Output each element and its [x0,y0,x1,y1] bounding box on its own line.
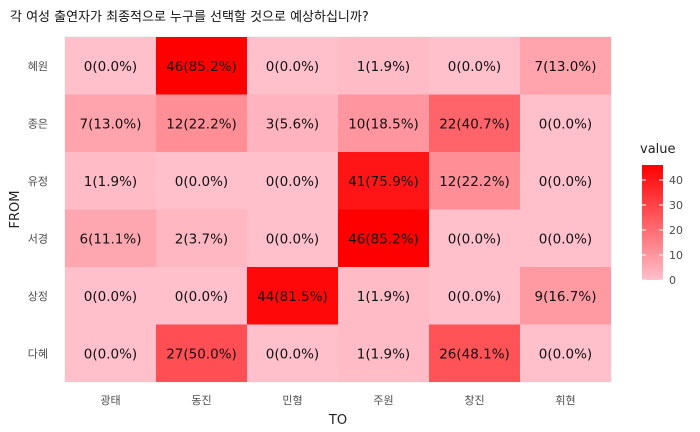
cell-label: 7(13.0%) [534,59,596,75]
cell-label: 0(0.0%) [266,174,319,190]
x-tick-label: 창진 [464,394,484,407]
cell-label: 0(0.0%) [84,346,137,362]
cell-label: 0(0.0%) [539,346,592,362]
cell-label: 12(22.2%) [166,116,237,132]
heatmap-cell [247,267,338,325]
heatmap-cell [156,209,247,267]
heatmap-cell [247,37,338,95]
cell-label: 0(0.0%) [84,289,137,305]
cell-label: 46(85.2%) [166,59,237,75]
heatmap-cell [520,209,611,267]
cell-label: 0(0.0%) [539,231,592,247]
y-tick-label: 다혜 [28,347,48,360]
heatmap-cell [65,37,156,95]
y-tick-label: 혜원 [28,60,48,73]
x-tick-label: 동진 [191,394,211,407]
heatmap-cell [520,94,611,152]
y-tick-label: 상정 [28,290,48,303]
heatmap-cell [520,324,611,382]
heatmap-cell [247,324,338,382]
x-tick-label: 민형 [282,394,302,407]
cell-label: 2(3.7%) [175,231,228,247]
cell-label: 9(16.7%) [534,289,596,305]
legend-tick-label: 20 [669,224,683,237]
heatmap-cell [156,94,247,152]
x-axis-title: TO [328,413,347,428]
legend-title: value [640,142,676,157]
heatmap-cell [65,152,156,210]
cell-label: 10(18.5%) [348,116,419,132]
cell-label: 1(1.9%) [357,289,410,305]
chart-title: 각 여성 출연자가 최종적으로 누구를 선택할 것으로 예상하십니까? [10,10,369,25]
cell-label: 41(75.9%) [348,174,419,190]
y-axis-title: FROM [8,191,23,229]
legend-tick-label: 30 [669,199,683,212]
heatmap-cell [429,152,520,210]
heatmap-cell [338,324,429,382]
x-tick-label: 광태 [100,394,120,407]
cell-label: 12(22.2%) [439,174,510,190]
cell-label: 0(0.0%) [539,174,592,190]
heatmap-cell [520,37,611,95]
cell-label: 0(0.0%) [539,116,592,132]
heatmap-cell [247,209,338,267]
cell-label: 26(48.1%) [439,346,510,362]
heatmap-cell [429,37,520,95]
heatmap-cell [520,267,611,325]
heatmap-cell [65,324,156,382]
cell-label: 0(0.0%) [448,231,501,247]
cell-label: 1(1.9%) [357,59,410,75]
heatmap-cell [65,94,156,152]
y-tick-label: 서경 [28,232,48,245]
heatmap-cell [429,324,520,382]
cell-label: 0(0.0%) [84,59,137,75]
cell-label: 0(0.0%) [175,289,228,305]
cell-label: 44(81.5%) [257,289,328,305]
cell-label: 7(13.0%) [79,116,141,132]
heatmap-cell [338,94,429,152]
legend-tick-label: 10 [669,249,683,262]
x-tick-label: 휘현 [555,394,575,407]
legend-colorbar [642,165,663,280]
heatmap-cell [338,152,429,210]
heatmap-cell [247,152,338,210]
cell-label: 1(1.9%) [357,346,410,362]
heatmap-cell [520,152,611,210]
cell-label: 0(0.0%) [448,289,501,305]
cell-label: 0(0.0%) [266,231,319,247]
heatmap-cell [338,209,429,267]
heatmap-cell [429,267,520,325]
heatmap-cell [156,267,247,325]
x-tick-label: 주원 [373,394,393,407]
heatmap-cell [156,324,247,382]
heatmap-cell [65,267,156,325]
cell-label: 46(85.2%) [348,231,419,247]
y-tick-label: 유정 [28,175,48,188]
cell-label: 3(5.6%) [266,116,319,132]
cell-label: 22(40.7%) [439,116,510,132]
heatmap-cell [247,94,338,152]
heatmap-cell [429,209,520,267]
cell-label: 0(0.0%) [448,59,501,75]
legend-tick-label: 0 [669,274,676,287]
heatmap-cell [429,94,520,152]
heatmap-cell [65,209,156,267]
cell-label: 27(50.0%) [166,346,237,362]
cell-label: 1(1.9%) [84,174,137,190]
cell-label: 0(0.0%) [266,59,319,75]
cell-label: 0(0.0%) [175,174,228,190]
heatmap-cell [338,267,429,325]
heatmap-cell [156,152,247,210]
legend-tick-label: 40 [669,174,683,187]
cell-label: 0(0.0%) [266,346,319,362]
y-tick-label: 종은 [28,117,48,130]
heatmap-cell [338,37,429,95]
cell-label: 6(11.1%) [79,231,141,247]
heatmap-cell [156,37,247,95]
